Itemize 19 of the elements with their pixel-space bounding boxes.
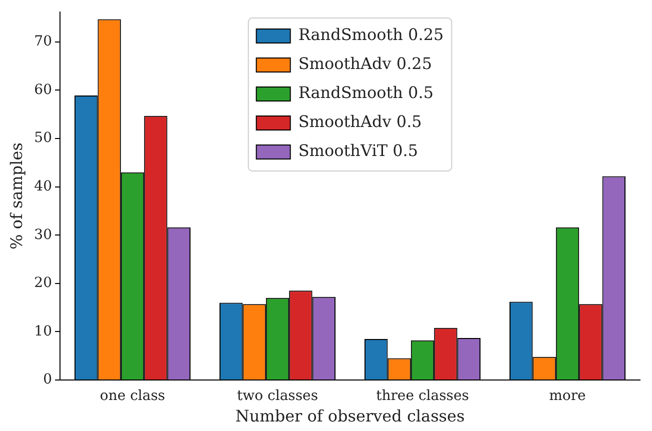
x-tick-label: three classes xyxy=(376,388,469,404)
legend-label: SmoothAdv 0.25 xyxy=(298,54,432,74)
y-axis-title: % of samples xyxy=(6,142,26,250)
y-tick-label: 0 xyxy=(43,372,52,388)
x-axis-title: Number of observed classes xyxy=(235,406,465,426)
legend-label: SmoothAdv 0.5 xyxy=(298,112,422,132)
y-tick-label: 50 xyxy=(34,130,52,146)
legend-label: RandSmooth 0.25 xyxy=(298,25,444,44)
y-tick-label: 70 xyxy=(34,34,52,50)
x-tick-label: one class xyxy=(100,388,166,404)
legend-label: SmoothViT 0.5 xyxy=(298,141,418,160)
x-tick-label: two classes xyxy=(237,388,318,404)
x-tick-label: more xyxy=(549,388,586,404)
legend-label: RandSmooth 0.5 xyxy=(298,83,434,102)
y-tick-label: 40 xyxy=(34,178,52,194)
y-tick-label: 60 xyxy=(34,82,52,98)
y-tick-label: 30 xyxy=(34,226,52,243)
y-tick-label: 10 xyxy=(34,323,52,340)
y-tick-label: 20 xyxy=(34,275,52,292)
